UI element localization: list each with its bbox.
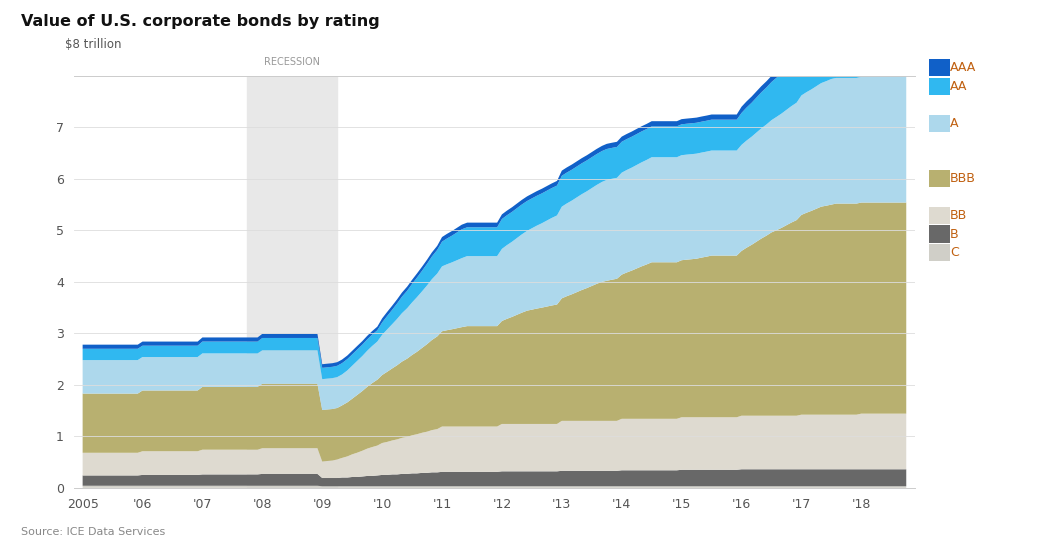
Text: RECESSION: RECESSION: [264, 56, 320, 67]
Text: BBB: BBB: [950, 172, 976, 185]
Text: Value of U.S. corporate bonds by rating: Value of U.S. corporate bonds by rating: [21, 14, 380, 29]
Text: BB: BB: [950, 209, 967, 222]
Text: A: A: [950, 117, 958, 130]
Bar: [247, 76, 338, 488]
Text: $8 trillion: $8 trillion: [65, 38, 122, 51]
Text: B: B: [950, 228, 958, 241]
Text: AA: AA: [950, 80, 968, 93]
Text: AAA: AAA: [950, 61, 976, 74]
Text: C: C: [950, 246, 958, 259]
Text: Source: ICE Data Services: Source: ICE Data Services: [21, 527, 165, 537]
